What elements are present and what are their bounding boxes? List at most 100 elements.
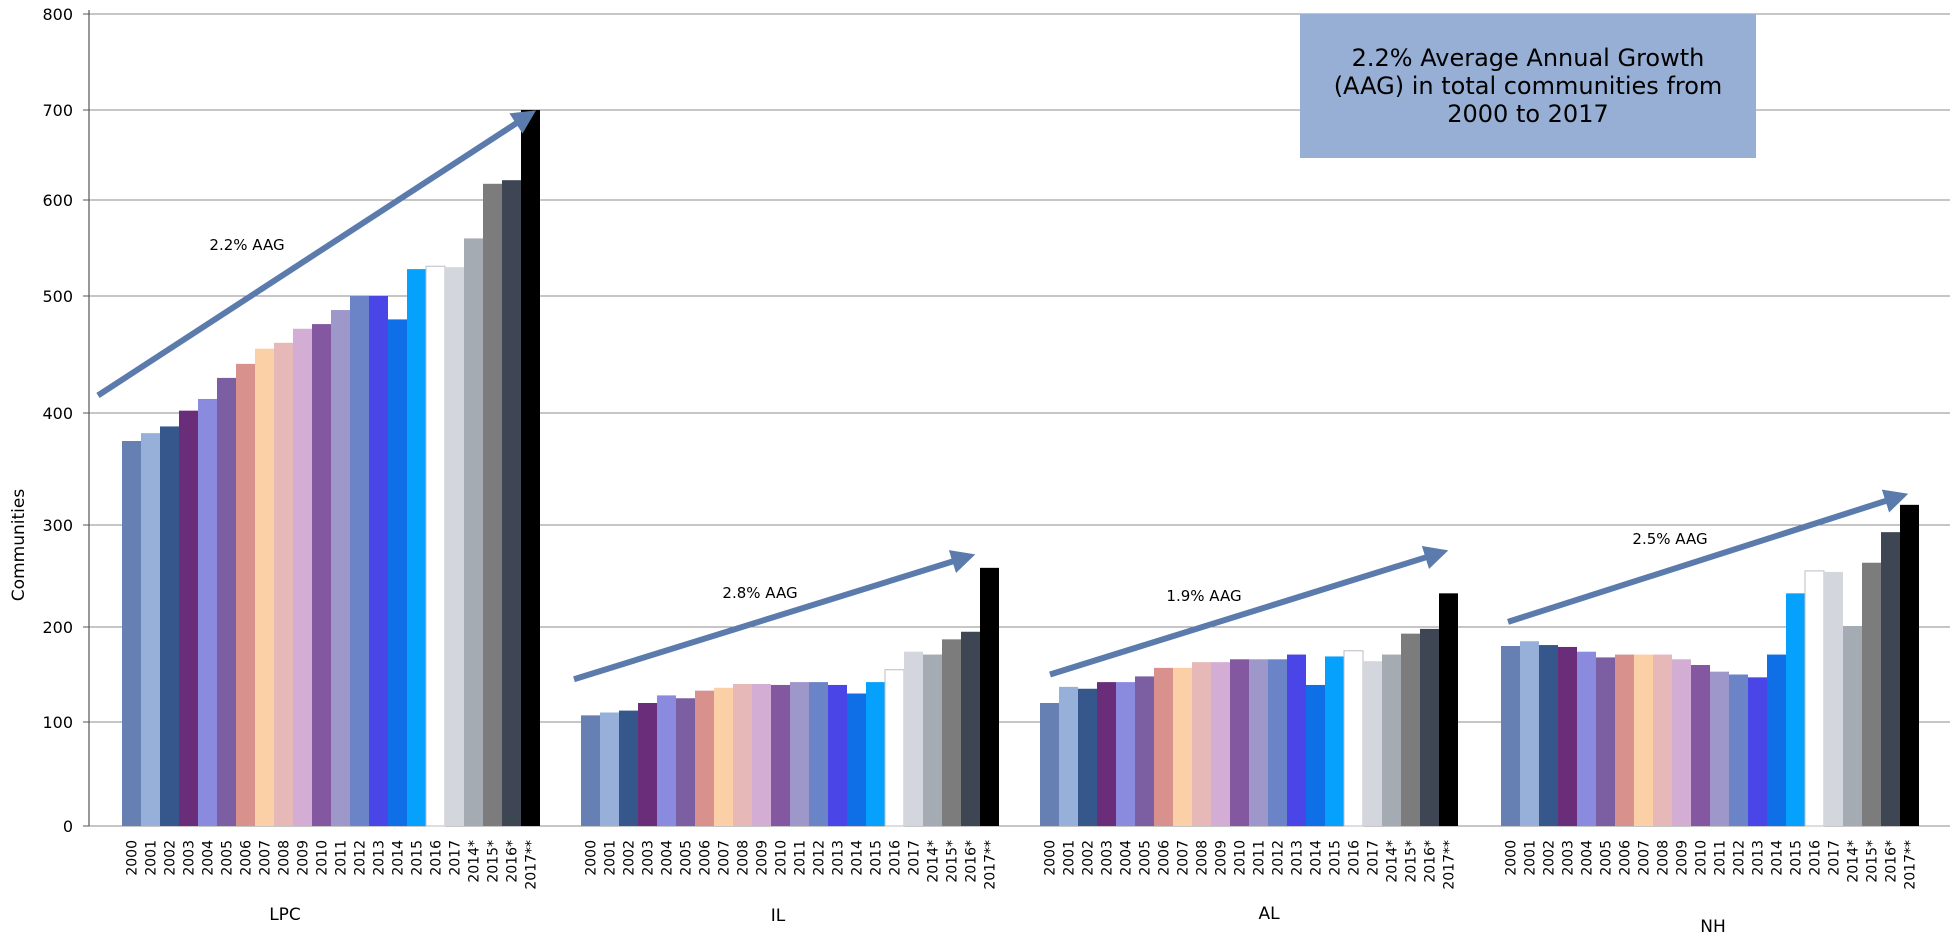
y-tick-label: 700: [42, 101, 73, 120]
bar-lpc-2008: [274, 342, 293, 826]
bar-il-2000: [581, 715, 600, 826]
x-tick-label: 2006: [698, 840, 714, 876]
y-tick-label: 0: [63, 817, 73, 836]
x-tick-label: 2010: [315, 840, 331, 876]
bar-al-2013: [1287, 654, 1306, 826]
bar-nh-2014: [1767, 654, 1786, 826]
bar-al-2000: [1040, 703, 1059, 826]
x-tick-label: 2011: [793, 840, 809, 876]
x-tick-label: 2000: [1504, 840, 1520, 876]
bar-il-2012: [809, 682, 828, 826]
x-tick-label: 2014: [850, 840, 866, 876]
x-tick-label: 2014: [391, 840, 407, 876]
bar-nh-2017: [1824, 571, 1843, 826]
x-tick-label: 2004: [1580, 840, 1596, 876]
group-label-il: IL: [771, 906, 786, 926]
x-tick-label: 2008: [1195, 840, 1211, 876]
bar-al-2016: [1343, 650, 1364, 827]
bar-lpc-2017ss: [521, 110, 540, 826]
bar-il-2005: [676, 698, 695, 826]
x-tick-label: 2003: [182, 840, 198, 876]
bar-nh-2014s: [1843, 625, 1862, 826]
x-tick-label: 2009: [755, 840, 771, 876]
bar-lpc-2012: [350, 296, 369, 826]
bar-al-2017ss: [1439, 593, 1458, 826]
x-tick-label: 2007: [1176, 840, 1192, 876]
x-tick-label: 2015: [1328, 840, 1344, 876]
bar-il-2016: [884, 669, 905, 827]
bar-il-2007: [714, 687, 733, 826]
x-tick-label: 2009: [1675, 840, 1691, 876]
x-tick-label: 2000: [1043, 840, 1059, 876]
bar-il-2014s: [923, 654, 942, 826]
bar-il-2015s: [942, 639, 961, 826]
x-tick-label: 2001: [1062, 840, 1078, 876]
x-tick-label: 2006: [1157, 840, 1173, 876]
x-tick-label: 2009: [296, 840, 312, 876]
bar-lpc-2015s: [483, 183, 502, 827]
aag-label-al: 1.9% AAG: [1166, 587, 1241, 605]
growth-arrow-nh: [1507, 489, 1909, 625]
x-tick-label: 2010: [1233, 840, 1249, 876]
bar-nh-2001: [1520, 641, 1539, 826]
growth-callout: 2.2% Average Annual Growth (AAG) in tota…: [1300, 14, 1756, 158]
x-tick-label: 2007: [258, 840, 274, 876]
x-tick-label: 2005: [679, 840, 695, 876]
x-tick-label: 2013: [1751, 840, 1767, 876]
bar-lpc-2004: [198, 398, 217, 826]
x-tick-label: 2004: [1119, 840, 1135, 876]
x-tick-label: 2015: [410, 840, 426, 876]
x-tick-label: 2005: [1138, 840, 1154, 876]
x-tick-label: 2001: [144, 840, 160, 876]
bar-il-2002: [619, 710, 638, 826]
x-tick-label: 2017: [1827, 840, 1843, 876]
y-axis: 0 100 200 300 400 500 600 700 800: [42, 5, 90, 836]
x-tick-label: 2016*: [1884, 840, 1900, 883]
bar-al-2015s: [1401, 633, 1420, 826]
x-tick-label: 2008: [736, 840, 752, 876]
x-tick-label: 2015: [1789, 840, 1805, 876]
x-tick-label: 2015*: [1404, 840, 1420, 883]
x-tick-label: 2004: [201, 840, 217, 876]
bar-lpc-2001: [141, 433, 160, 826]
x-tick-label: 2001: [1523, 840, 1539, 876]
x-tick-label: 2017**: [1442, 840, 1458, 890]
bar-il-2006: [695, 690, 714, 826]
bar-lpc-2007: [255, 348, 274, 826]
y-tick-label: 300: [42, 516, 73, 535]
x-tick-label: 2014*: [1846, 840, 1862, 883]
x-tick-label: 2016: [1347, 840, 1363, 876]
growth-arrows: 2.2% AAG 2.8% AAG 1.9% AAG 2.5% AAG: [96, 110, 1909, 683]
growth-arrow-al: [1049, 546, 1449, 678]
x-tick-label: 2013: [372, 840, 388, 876]
bar-nh-2015: [1786, 593, 1805, 826]
bar-nh-2017ss: [1900, 504, 1919, 826]
x-tick-label: 2000: [125, 840, 141, 876]
x-tick-label: 2011: [334, 840, 350, 876]
bar-lpc-2009: [293, 328, 312, 826]
bar-lpc-2013: [369, 296, 388, 826]
bar-nh-2006: [1615, 654, 1634, 826]
x-tick-label: 2001: [603, 840, 619, 876]
growth-callout-text: 2.2% Average Annual Growth (AAG) in tota…: [1333, 44, 1723, 128]
bar-il-2013: [828, 684, 847, 826]
bar-lpc-2017: [445, 267, 464, 826]
x-tick-label: 2002: [622, 840, 638, 876]
x-tick-label: 2000: [584, 840, 600, 876]
bar-nh-2016s: [1881, 532, 1900, 826]
bar-al-2011: [1249, 659, 1268, 826]
bar-lpc-2003: [179, 410, 198, 826]
x-tick-label: 2016*: [964, 840, 980, 883]
x-tick-label: 2009: [1214, 840, 1230, 876]
bar-lpc-2002: [160, 426, 179, 826]
group-label-nh: NH: [1700, 917, 1726, 937]
bar-il-2015: [866, 682, 885, 826]
bar-il-2016s: [961, 631, 980, 826]
x-tick-label: 2007: [1637, 840, 1653, 876]
x-tick-label: 2016: [429, 840, 445, 876]
x-tick-label: 2017: [907, 840, 923, 876]
bar-il-2004: [657, 695, 676, 826]
bar-al-2004: [1116, 682, 1135, 826]
y-tick-label: 800: [42, 5, 73, 24]
x-tick-label: 2015*: [945, 840, 961, 883]
